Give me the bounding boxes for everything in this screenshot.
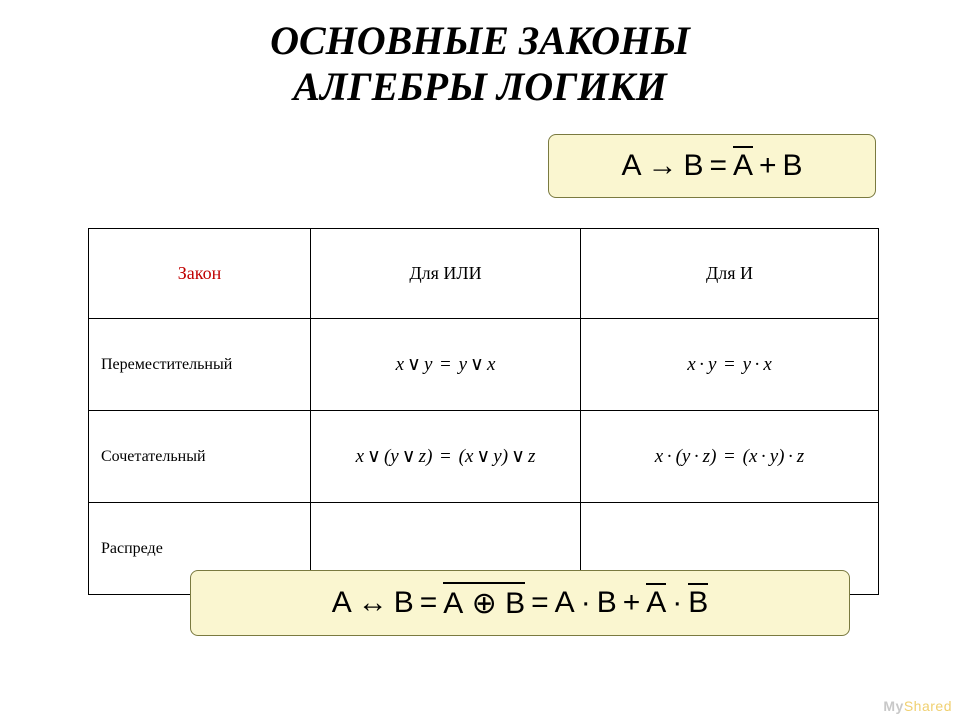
implication-formula-callout: A → B = A + B: [548, 134, 876, 198]
laws-table: Закон Для ИЛИ Для И Переместительный x∨y…: [88, 228, 879, 595]
header-law: Закон: [89, 229, 311, 319]
dot-sign: ·: [581, 586, 591, 620]
plus-sign: +: [759, 149, 777, 183]
equivalence-formula: A ↔ B = A ⊕ B = A · B + A · B: [332, 586, 709, 621]
formula-or-associative: x∨(y∨z) = (x∨y)∨z: [311, 411, 581, 503]
formula-or-commutative: x∨y = y∨x: [311, 319, 581, 411]
equals-sign: =: [709, 149, 727, 183]
not-B: B: [688, 586, 708, 620]
page-title: ОСНОВНЫЕ ЗАКОНЫ АЛГЕБРЫ ЛОГИКИ: [0, 0, 960, 110]
var-B2: B: [597, 586, 617, 620]
watermark: MyShared: [883, 698, 952, 714]
equivalence-formula-callout: A ↔ B = A ⊕ B = A · B + A · B: [190, 570, 850, 636]
dot-sign2: ·: [672, 586, 682, 620]
table-row: Сочетательный x∨(y∨z) = (x∨y)∨z x·(y·z) …: [89, 411, 879, 503]
var-B: B: [683, 149, 703, 183]
arrow-icon: →: [647, 149, 677, 183]
formula-and-commutative: x·y = y·x: [581, 319, 879, 411]
var-A: A: [332, 586, 352, 620]
iff-icon: ↔: [358, 586, 388, 620]
law-name-commutative: Переместительный: [89, 319, 311, 411]
var-A2: A: [555, 586, 575, 620]
header-and: Для И: [581, 229, 879, 319]
var-A: A: [621, 149, 641, 183]
watermark-shared: Shared: [904, 698, 952, 714]
watermark-my: My: [883, 698, 903, 714]
equals-sign: =: [420, 586, 438, 620]
not-A: A: [733, 149, 753, 183]
var-B: B: [394, 586, 414, 620]
not-A2: A: [646, 586, 666, 620]
plus-sign: +: [623, 586, 641, 620]
equals-sign2: =: [531, 586, 549, 620]
var-B2: B: [783, 149, 803, 183]
not-A-xor-B: A ⊕ B: [443, 586, 525, 621]
formula-and-associative: x·(y·z) = (x·y)·z: [581, 411, 879, 503]
law-name-associative: Сочетательный: [89, 411, 311, 503]
table-row: Переместительный x∨y = y∨x x·y = y·x: [89, 319, 879, 411]
implication-formula: A → B = A + B: [621, 149, 802, 183]
table-header-row: Закон Для ИЛИ Для И: [89, 229, 879, 319]
header-or: Для ИЛИ: [311, 229, 581, 319]
